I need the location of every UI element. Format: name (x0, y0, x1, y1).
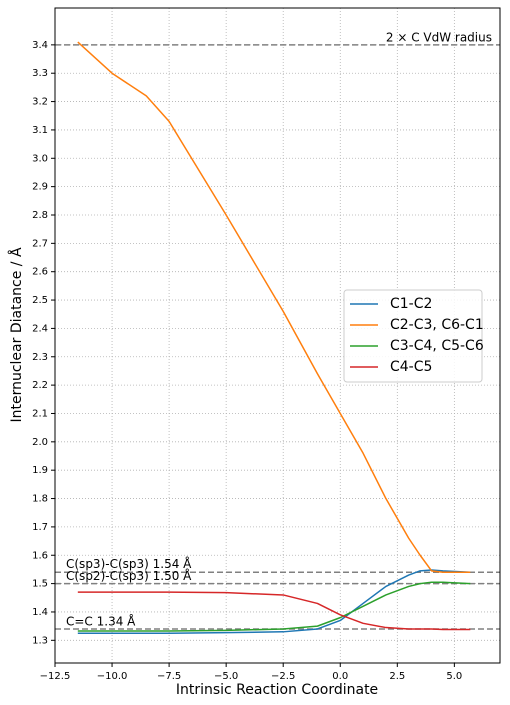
y-tick-label: 2.3 (32, 352, 48, 363)
legend-label: C2-C3, C6-C1 (390, 317, 484, 333)
y-tick-label: 1.4 (32, 607, 48, 618)
y-axis-label: Internuclear Diatance / Å (8, 247, 25, 422)
reference-label: C=C 1.34 Å (66, 613, 136, 628)
series-line (77, 591, 471, 631)
x-tick-label: −10.0 (97, 671, 128, 682)
reference-label: 2 × C VdW radius (386, 30, 492, 44)
y-tick-label: 2.4 (32, 323, 48, 334)
plot-frame (54, 7, 501, 664)
y-tick-label: 1.9 (32, 465, 48, 476)
legend-label: C4-C5 (390, 359, 432, 375)
y-tick-label: 3.4 (32, 40, 48, 51)
y-tick-label: 2.5 (32, 295, 48, 306)
y-tick-label: 2.6 (32, 267, 48, 278)
legend: C1-C2 C2-C3, C6-C1 C3-C4, C5-C6 C4-C5 (343, 289, 484, 383)
y-tick-label: 2.1 (32, 408, 48, 419)
x-tick-label: −2.5 (271, 671, 295, 682)
y-tick-label: 2.0 (32, 437, 48, 448)
series-line (77, 569, 471, 634)
y-tick-label: 1.5 (32, 579, 48, 590)
y-tick-label: 2.8 (32, 210, 48, 221)
legend-box (343, 289, 483, 383)
x-axis-label: Intrinsic Reaction Coordinate (176, 682, 378, 698)
y-tick-label: 2.9 (32, 182, 48, 193)
x-tick-label: 0.0 (332, 671, 348, 682)
reference-label: C(sp2)-C(sp3) 1.50 Å (66, 568, 192, 583)
legend-label: C1-C2 (390, 296, 432, 312)
reference-label: C(sp3)-C(sp3) 1.54 Å (66, 556, 192, 571)
y-tick-label: 2.2 (32, 380, 48, 391)
series-line (77, 41, 471, 574)
series-line (77, 581, 471, 632)
y-tick-label: 3.3 (32, 68, 48, 79)
x-tick-label: −5.0 (214, 671, 238, 682)
y-tick-label: 1.3 (32, 635, 48, 646)
x-tick-label: −12.5 (40, 671, 71, 682)
y-tick-label: 3.1 (32, 125, 48, 136)
x-tick-label: 2.5 (389, 671, 405, 682)
y-tick-label: 3.2 (32, 97, 48, 108)
y-tick-label: 1.6 (32, 550, 48, 561)
y-tick-label: 3.0 (32, 153, 48, 164)
y-tick-label: 2.7 (32, 238, 48, 249)
y-tick-label: 1.7 (32, 522, 48, 533)
y-tick-label: 1.8 (32, 494, 48, 505)
x-tick-label: −7.5 (157, 671, 181, 682)
x-tick-label: 5.0 (446, 671, 462, 682)
legend-label: C3-C4, C5-C6 (390, 338, 484, 354)
